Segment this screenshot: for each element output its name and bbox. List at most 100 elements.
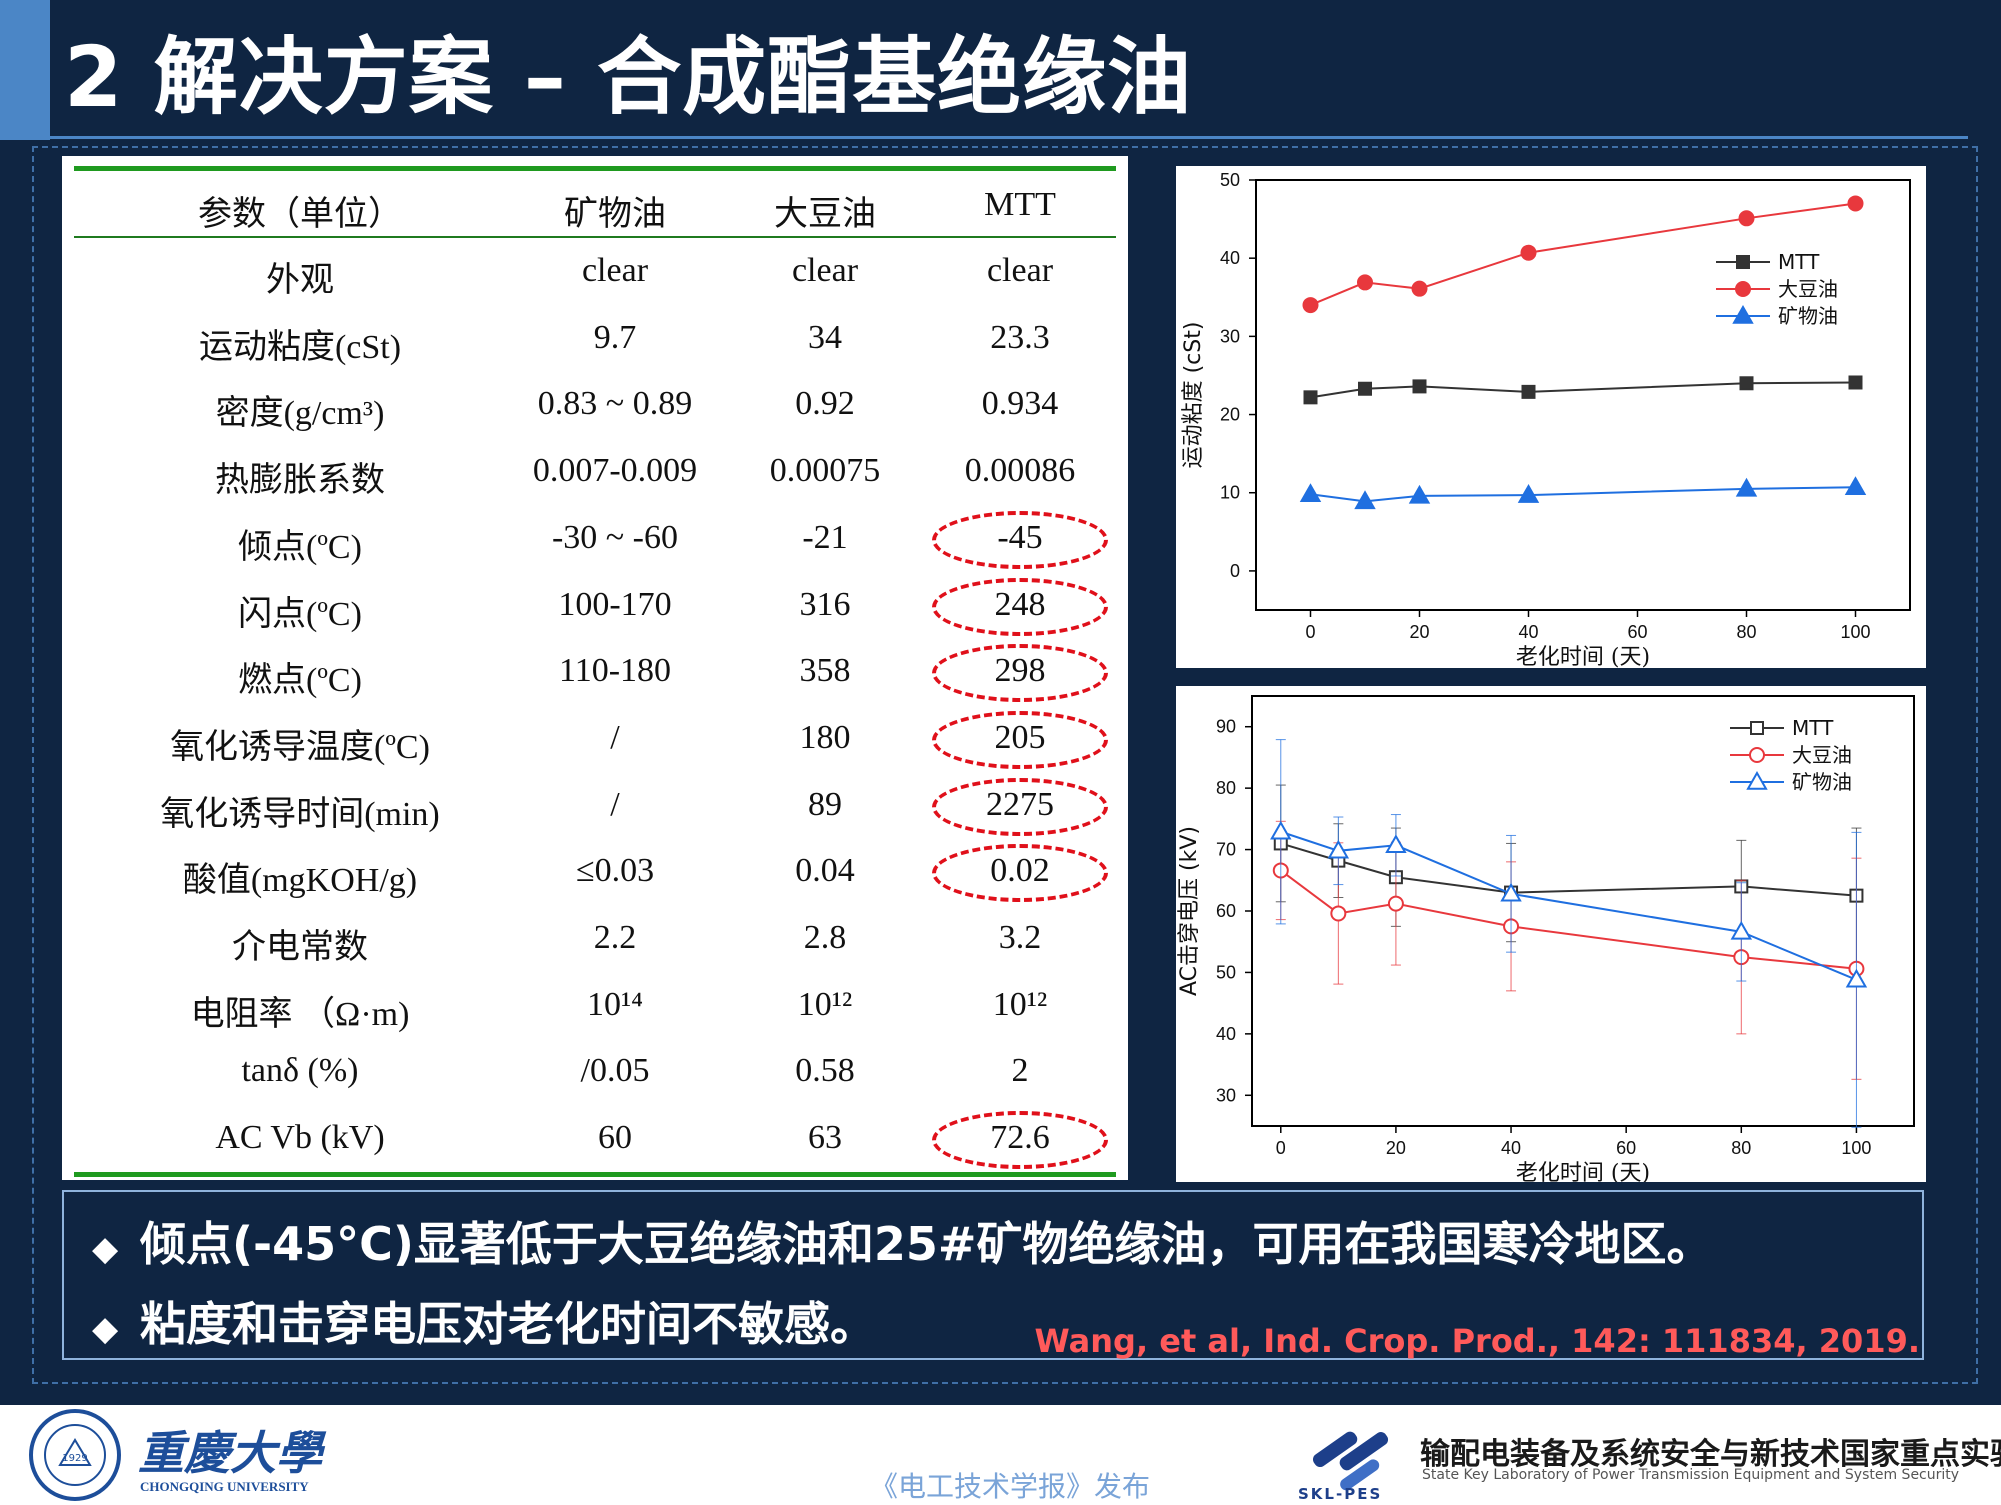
x-tick-label: 100 bbox=[1840, 622, 1870, 642]
data-point-triangle bbox=[1385, 834, 1407, 854]
data-point-circle bbox=[1330, 905, 1347, 922]
data-point-triangle bbox=[1354, 490, 1376, 510]
table-param-cell: 密度(g/cm³) bbox=[215, 395, 385, 433]
data-point-square bbox=[1848, 375, 1863, 390]
data-point-triangle bbox=[1845, 968, 1868, 988]
y-tick-label: 90 bbox=[1216, 717, 1236, 737]
data-point-triangle bbox=[1730, 920, 1753, 940]
slide-background: 2 解决方案 – 合成酯基绝缘油 参数（单位） 矿物油 大豆油 MTT 外观 clear c… bbox=[0, 0, 2001, 1405]
legend-label: 矿物油 bbox=[1778, 304, 1838, 328]
y-tick-label: 80 bbox=[1216, 778, 1236, 798]
table-value-cell: 0.007-0.009 bbox=[532, 452, 698, 490]
x-tick-label: 100 bbox=[1841, 1138, 1871, 1158]
bullet-text: 倾点(-45°C)显著低于大豆绝缘油和25#矿物绝缘油，可用在我国寒冷地区。 bbox=[140, 1217, 1713, 1271]
data-point-triangle bbox=[1732, 304, 1754, 324]
data-point-square bbox=[1736, 255, 1750, 269]
table-value-cell: 2 bbox=[1011, 1052, 1029, 1090]
table-value-cell: 60 bbox=[598, 1119, 632, 1157]
table-value-cell: 89 bbox=[808, 785, 842, 823]
data-point-circle bbox=[1847, 195, 1864, 212]
table-value-cell: / bbox=[610, 718, 620, 756]
x-tick-label: 60 bbox=[1616, 1138, 1636, 1158]
series-line bbox=[1280, 842, 1857, 897]
lab-name-en: State Key Laboratory of Power Transmissi… bbox=[1422, 1467, 1960, 1483]
data-point-square bbox=[1750, 721, 1764, 735]
breakdown-voltage-chart: 0 20 40 60 80 100 30 40 50 60 70 80 90 老化时间 (天) AC击穿电压… bbox=[1177, 695, 1915, 1186]
lab-abbr: SKL-PES bbox=[1298, 1485, 1383, 1503]
series-line bbox=[1280, 869, 1857, 970]
plot-frame bbox=[1255, 179, 1911, 611]
data-point-square bbox=[1739, 376, 1754, 391]
table-value-cell: 9.7 bbox=[593, 318, 637, 356]
table-value-cell: clear bbox=[581, 252, 649, 289]
highlight-circle bbox=[932, 577, 1108, 636]
x-axis-label: 老化时间 (天) bbox=[1516, 645, 1650, 668]
legend-label: MTT bbox=[1778, 250, 1820, 274]
y-tick-label: 30 bbox=[1216, 1085, 1236, 1105]
table-value-cell: 3.2 bbox=[998, 919, 1042, 956]
viscosity-chart-panel: 0 20 40 60 80 100 0 10 20 30 40 50 老化时间 (天) 运动粘度 (cSt… bbox=[1176, 166, 1926, 670]
y-axis-label: AC击穿电压 (kV) bbox=[1177, 826, 1202, 996]
data-point-circle bbox=[1738, 210, 1755, 227]
table-value-cell: 100-170 bbox=[558, 585, 672, 623]
table-param-cell: tanδ (%) bbox=[241, 1052, 359, 1090]
y-tick-label: 30 bbox=[1220, 326, 1240, 346]
table-value-cell: 316 bbox=[799, 585, 851, 623]
comparison-table: 参数（单位） 矿物油 大豆油 MTT 外观 clear clear clear 运动粘度(cSt… bbox=[62, 156, 1128, 1180]
data-point-circle bbox=[1735, 281, 1751, 297]
data-point-triangle bbox=[1746, 770, 1768, 790]
table-value-cell: -21 bbox=[802, 518, 848, 556]
series-line bbox=[1310, 486, 1856, 503]
data-point-triangle bbox=[1270, 820, 1292, 840]
footer: 1929 重慶大學 CHONGQING UNIVERSITY 《电工技术学报》发… bbox=[0, 1405, 2001, 1503]
data-point-square bbox=[1303, 390, 1318, 405]
data-point-square bbox=[1521, 384, 1536, 399]
table-param-cell: 氧化诱导温度(ºC) bbox=[170, 728, 430, 766]
table-value-cell: 0.83 ~ 0.89 bbox=[537, 385, 693, 423]
x-tick-label: 0 bbox=[1276, 1138, 1286, 1158]
data-point-circle bbox=[1357, 274, 1373, 291]
data-point-circle bbox=[1749, 747, 1765, 763]
data-point-triangle bbox=[1500, 882, 1522, 902]
table-value-cell: 358 bbox=[799, 652, 851, 690]
highlight-circle bbox=[932, 710, 1108, 769]
table-header-cell: MTT bbox=[984, 186, 1056, 223]
table-value-cell: 23.3 bbox=[990, 318, 1050, 356]
table-value-cell: ≤0.03 bbox=[575, 852, 655, 890]
y-tick-label: 0 bbox=[1230, 561, 1240, 581]
table-header-rule bbox=[74, 236, 1116, 238]
data-point-circle bbox=[1411, 280, 1428, 297]
highlight-circle bbox=[932, 844, 1108, 903]
title-underline bbox=[50, 136, 1968, 139]
series-line bbox=[1280, 830, 1857, 981]
x-tick-label: 20 bbox=[1386, 1138, 1406, 1158]
table-value-cell: 0.934 bbox=[981, 385, 1059, 423]
table-value-cell: clear bbox=[986, 252, 1054, 289]
table-value-cell: 0.58 bbox=[795, 1052, 855, 1090]
viscosity-chart: 0 20 40 60 80 100 0 10 20 30 40 50 老化时间 (天) 运动粘度 (cSt… bbox=[1181, 170, 1911, 670]
table-value-cell: 34 bbox=[808, 318, 842, 356]
data-point-square bbox=[1358, 381, 1372, 396]
table-param-cell: 运动粘度(cSt) bbox=[198, 328, 402, 366]
x-axis-label: 老化时间 (天) bbox=[1516, 1161, 1650, 1182]
data-point-circle bbox=[1302, 297, 1319, 314]
slide-title: 2 解决方案 – 合成酯基绝缘油 bbox=[64, 28, 1193, 126]
x-tick-label: 80 bbox=[1731, 1138, 1751, 1158]
lab-name-cn: 输配电装备及系统安全与新技术国家重点实验室 bbox=[1420, 1437, 2001, 1472]
x-tick-label: 40 bbox=[1501, 1138, 1521, 1158]
table-header-cell: 参数（单位） bbox=[198, 196, 402, 233]
table-value-cell: /0.05 bbox=[580, 1052, 650, 1090]
table-value-cell: 10¹² bbox=[797, 985, 853, 1023]
citation: Wang, et al, Ind. Crop. Prod., 142: 1118… bbox=[1034, 1322, 1921, 1360]
data-point-circle bbox=[1387, 895, 1404, 912]
table-value-cell: -30 ~ -60 bbox=[551, 518, 679, 556]
x-tick-label: 0 bbox=[1305, 622, 1315, 642]
y-tick-label: 10 bbox=[1220, 483, 1240, 503]
table-value-cell: 63 bbox=[808, 1119, 842, 1157]
university-seal-icon: 1929 bbox=[29, 1409, 121, 1501]
series-line bbox=[1310, 381, 1856, 399]
legend-label: MTT bbox=[1792, 716, 1834, 740]
table-value-cell: clear bbox=[791, 252, 859, 289]
bullet-text: 粘度和击穿电压对老化时间不敏感。 bbox=[140, 1297, 876, 1351]
university-logo-en: CHONGQING UNIVERSITY bbox=[140, 1479, 309, 1494]
